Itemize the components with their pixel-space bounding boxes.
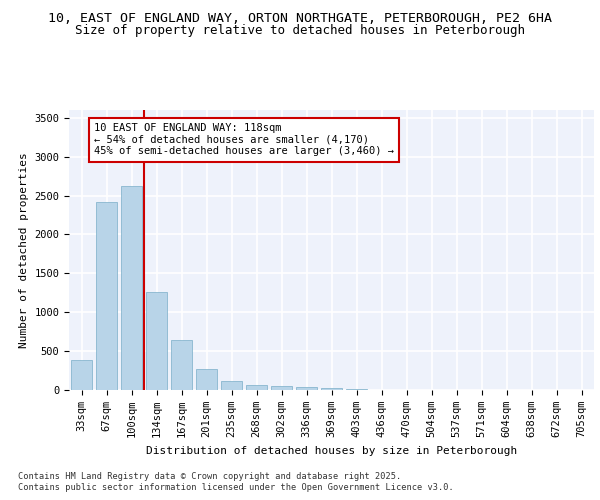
Text: Contains HM Land Registry data © Crown copyright and database right 2025.: Contains HM Land Registry data © Crown c… — [18, 472, 401, 481]
Text: Size of property relative to detached houses in Peterborough: Size of property relative to detached ho… — [75, 24, 525, 37]
Bar — [296, 387, 317, 390]
Text: Contains public sector information licensed under the Open Government Licence v3: Contains public sector information licen… — [18, 484, 454, 492]
Bar — [71, 360, 92, 390]
Bar — [196, 369, 217, 390]
Text: 10, EAST OF ENGLAND WAY, ORTON NORTHGATE, PETERBOROUGH, PE2 6HA: 10, EAST OF ENGLAND WAY, ORTON NORTHGATE… — [48, 12, 552, 26]
Bar — [246, 386, 267, 390]
Bar — [171, 340, 192, 390]
Bar — [146, 292, 167, 390]
Bar — [221, 382, 242, 390]
Bar — [121, 186, 142, 390]
Bar — [271, 386, 292, 390]
Text: 10 EAST OF ENGLAND WAY: 118sqm
← 54% of detached houses are smaller (4,170)
45% : 10 EAST OF ENGLAND WAY: 118sqm ← 54% of … — [94, 123, 394, 156]
X-axis label: Distribution of detached houses by size in Peterborough: Distribution of detached houses by size … — [146, 446, 517, 456]
Y-axis label: Number of detached properties: Number of detached properties — [19, 152, 29, 348]
Bar — [346, 389, 367, 390]
Bar — [321, 388, 342, 390]
Bar — [96, 202, 117, 390]
